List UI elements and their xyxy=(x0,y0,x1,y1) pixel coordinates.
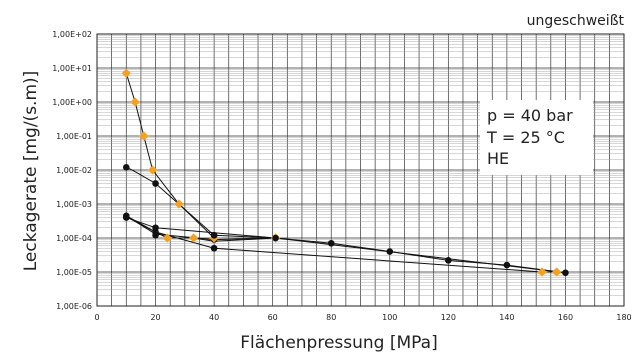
annotation-box xyxy=(480,100,593,175)
data-point-diamond xyxy=(139,131,149,141)
x-tick-label: 120 xyxy=(441,313,456,322)
data-point-circle xyxy=(152,232,159,239)
x-tick-label: 180 xyxy=(616,313,631,322)
x-tick-label: 160 xyxy=(558,313,573,322)
data-point-diamond xyxy=(148,165,158,175)
y-tick-label: 1,00E-02 xyxy=(56,166,92,175)
annotation-line-1: p = 40 bar xyxy=(487,106,573,125)
x-tick-labels: 0 20 40 60 80 100 120 140 160 180 xyxy=(94,313,631,322)
data-point-diamond xyxy=(162,233,172,243)
data-point-circle xyxy=(327,239,335,247)
data-point-circle xyxy=(445,257,452,264)
y-tick-label: 1,00E-05 xyxy=(56,268,92,277)
y-tick-label: 1,00E-04 xyxy=(56,234,92,243)
x-axis-title: Flächenpressung [MPa] xyxy=(240,333,437,353)
data-point-circle xyxy=(122,164,130,171)
y-tick-label: 1,00E-06 xyxy=(56,302,92,311)
data-point-circle xyxy=(386,248,394,255)
x-tick-label: 60 xyxy=(268,313,278,322)
data-point-circle xyxy=(122,214,130,221)
data-point-diamond xyxy=(174,199,184,209)
x-tick-label: 40 xyxy=(209,313,219,322)
data-point-circle xyxy=(272,234,279,242)
data-point-circle xyxy=(210,232,218,239)
annotation-line-2: T = 25 °C xyxy=(486,128,565,147)
data-point-diamond xyxy=(537,267,547,277)
y-tick-label: 1,00E-03 xyxy=(56,200,92,209)
data-point-circle xyxy=(210,244,218,252)
y-tick-labels: 1,00E-06 1,00E-05 1,00E-04 1,00E-03 1,00E-02… xyxy=(52,30,92,311)
data-markers xyxy=(121,68,569,277)
corner-label: ungeschweißt xyxy=(527,13,625,29)
x-tick-label: 100 xyxy=(382,313,397,322)
x-tick-label: 0 xyxy=(94,313,99,322)
y-tick-label: 1,00E+02 xyxy=(52,30,92,39)
data-point-diamond xyxy=(121,68,131,78)
annotation-line-3: HE xyxy=(487,149,509,168)
data-point-circle xyxy=(562,269,569,277)
y-tick-label: 1,00E+00 xyxy=(52,98,92,107)
y-tick-label: 1,00E+01 xyxy=(52,64,92,73)
x-tick-label: 140 xyxy=(499,313,514,322)
data-point-diamond xyxy=(552,267,562,277)
data-point-diamond xyxy=(130,97,140,107)
data-point-circle xyxy=(152,180,159,187)
y-tick-label: 1,00E-01 xyxy=(56,132,92,141)
data-point-diamond xyxy=(189,233,199,243)
data-point-circle xyxy=(503,261,511,269)
plot-frame xyxy=(96,33,625,307)
y-axis-title: Leckagerate [mg/(s.m)] xyxy=(21,71,41,272)
x-tick-label: 80 xyxy=(326,313,336,322)
x-tick-label: 20 xyxy=(150,313,160,322)
